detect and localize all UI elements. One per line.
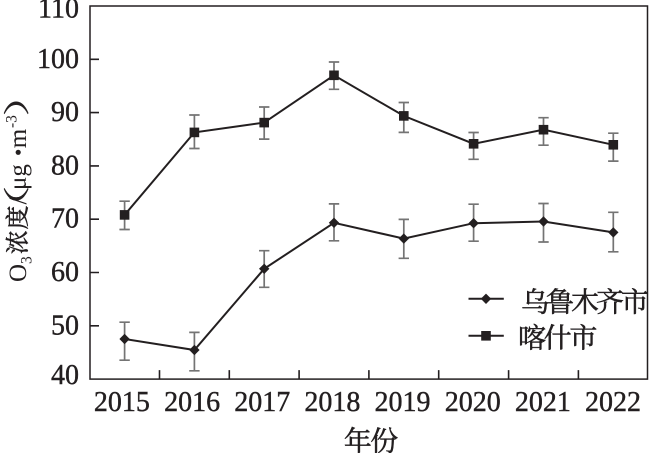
svg-text:40: 40 bbox=[51, 360, 79, 391]
svg-text:2022: 2022 bbox=[585, 387, 641, 418]
svg-text:μg: μg bbox=[5, 164, 32, 190]
svg-text:m: m bbox=[5, 128, 32, 148]
svg-text:50: 50 bbox=[51, 310, 79, 341]
svg-text:90: 90 bbox=[51, 97, 79, 128]
svg-text:100: 100 bbox=[37, 44, 79, 75]
svg-text:2020: 2020 bbox=[445, 387, 501, 418]
svg-text:60: 60 bbox=[51, 257, 79, 288]
svg-text:2021: 2021 bbox=[515, 387, 571, 418]
svg-text:110: 110 bbox=[38, 0, 79, 25]
svg-text:2015: 2015 bbox=[94, 387, 150, 418]
svg-text:/: / bbox=[5, 198, 32, 205]
svg-text:2016: 2016 bbox=[164, 387, 220, 418]
svg-text:2017: 2017 bbox=[234, 387, 290, 418]
svg-text:70: 70 bbox=[51, 204, 79, 235]
svg-text:-3: -3 bbox=[4, 115, 21, 128]
svg-text:80: 80 bbox=[51, 150, 79, 181]
svg-text:2018: 2018 bbox=[304, 387, 360, 418]
svg-text:2019: 2019 bbox=[375, 387, 431, 418]
